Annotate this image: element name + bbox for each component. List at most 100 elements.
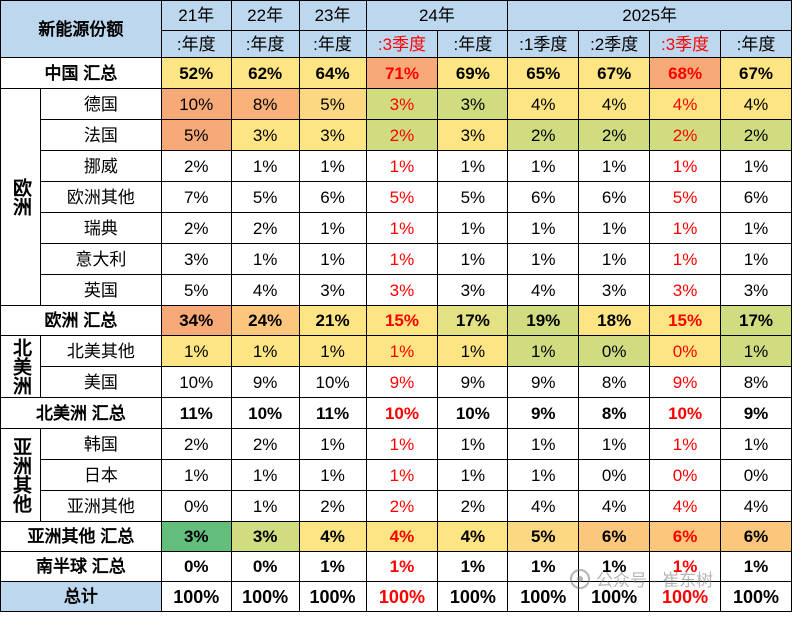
share-cell: 4% — [507, 490, 580, 522]
share-cell: 1% — [507, 212, 580, 244]
share-cell: 1% — [649, 243, 722, 275]
share-cell: 2% — [160, 212, 232, 244]
share-cell: 3% — [298, 274, 367, 306]
share-cell: 3% — [230, 119, 300, 151]
table-row: 日本 1% 1% 1% 1% 1% 1% 0% 0% 0% — [1, 459, 792, 491]
share-cell: 1% — [437, 551, 509, 582]
share-cell: 1% — [437, 428, 509, 460]
total-label: 欧洲 汇总 — [0, 305, 162, 336]
share-cell: 18% — [578, 305, 651, 336]
total-row: 欧洲 汇总 34% 24% 21% 15% 17% 19% 18% 15% 17% — [0, 305, 792, 336]
share-cell: 2% — [160, 150, 232, 182]
table-row: 亚洲其他 0% 1% 2% 2% 2% 4% 4% 4% 4% — [1, 490, 792, 522]
row-label: 法国 — [39, 119, 162, 151]
share-cell: 9% — [230, 366, 300, 398]
share-cell: 4% — [365, 521, 439, 552]
year-header-2025: 2025年 — [507, 0, 792, 31]
period-header: :1季度 — [507, 30, 580, 58]
table-row: 北美洲 北美其他 1% 1% 1% 1% 1% 1% 0% 0% 1% — [0, 335, 792, 398]
row-label: 意大利 — [39, 243, 162, 275]
year-header-21: 21年 — [160, 0, 232, 31]
share-cell: 1% — [437, 459, 509, 491]
share-cell: 11% — [298, 397, 367, 429]
share-cell: 10% — [649, 397, 722, 429]
share-cell: 1% — [507, 335, 580, 367]
share-cell: 5% — [230, 181, 300, 213]
share-cell: 0% — [160, 551, 232, 582]
period-header: :年度 — [230, 30, 300, 58]
table-row: 瑞典 2% 2% 1% 1% 1% 1% 1% 1% 1% — [1, 212, 792, 244]
share-cell: 3% — [437, 274, 509, 306]
share-cell: 62% — [230, 57, 300, 89]
share-cell: 1% — [160, 459, 232, 491]
share-cell: 2% — [507, 119, 580, 151]
share-cell: 100% — [298, 581, 367, 612]
total-row: 中国 汇总 52% 62% 64% 71% 69% 65% 67% 68% 67% — [0, 57, 792, 89]
share-cell: 52% — [160, 57, 232, 89]
share-cell: 2% — [298, 490, 367, 522]
period-header: :2季度 — [578, 30, 651, 58]
share-cell: 1% — [578, 428, 651, 460]
share-cell: 1% — [230, 459, 300, 491]
period-header: :3季度 — [649, 30, 722, 58]
share-cell: 4% — [507, 88, 580, 120]
share-cell: 0% — [578, 335, 651, 367]
share-cell: 9% — [507, 366, 580, 398]
share-cell: 2% — [365, 490, 439, 522]
share-cell: 1% — [437, 335, 509, 367]
share-cell: 1% — [578, 150, 651, 182]
share-cell: 1% — [507, 551, 580, 582]
share-cell: 1% — [507, 428, 580, 460]
header-row-years: 新能源份额 21年 22年 23年 24年 2025年 — [0, 0, 792, 58]
share-cell: 8% — [230, 88, 300, 120]
share-cell: 6% — [298, 181, 367, 213]
share-cell: 3% — [578, 274, 651, 306]
share-cell: 24% — [230, 305, 300, 336]
share-cell: 5% — [437, 181, 509, 213]
share-cell: 7% — [160, 181, 232, 213]
share-cell: 10% — [365, 397, 439, 429]
total-row: 总计 100% 100% 100% 100% 100% 100% 100% 100% 100% — [0, 581, 792, 612]
share-cell: 19% — [507, 305, 580, 336]
share-cell: 1% — [649, 150, 722, 182]
share-cell: 10% — [298, 366, 367, 398]
header-row-periods: :年度:年度:年度:3季度:年度:1季度:2季度:3季度:年度 — [1, 30, 792, 58]
share-cell: 100% — [437, 581, 509, 612]
share-cell: 100% — [578, 581, 651, 612]
share-cell: 1% — [578, 243, 651, 275]
share-cell: 4% — [649, 88, 722, 120]
share-cell: 2% — [649, 119, 722, 151]
share-cell: 65% — [507, 57, 580, 89]
period-header: :年度 — [720, 30, 792, 58]
region-label-text: 亚洲其他 — [9, 437, 31, 513]
row-label: 美国 — [39, 366, 162, 398]
share-cell: 1% — [720, 551, 792, 582]
share-cell: 64% — [298, 57, 367, 89]
share-cell: 1% — [649, 428, 722, 460]
row-label: 欧洲其他 — [39, 181, 162, 213]
share-cell: 5% — [298, 88, 367, 120]
share-cell: 1% — [720, 335, 792, 367]
share-cell: 6% — [720, 181, 792, 213]
share-cell: 1% — [230, 243, 300, 275]
region-label: 欧洲 — [0, 88, 41, 306]
table-row: 美国 10% 9% 10% 9% 9% 9% 8% 9% 8% — [1, 366, 792, 398]
share-cell: 68% — [649, 57, 722, 89]
share-cell: 10% — [160, 366, 232, 398]
share-cell: 3% — [298, 119, 367, 151]
table-row: 亚洲其他 韩国 2% 2% 1% 1% 1% 1% 1% 1% 1% — [0, 428, 792, 522]
share-cell: 100% — [160, 581, 232, 612]
share-cell: 4% — [298, 521, 367, 552]
period-header: :年度 — [160, 30, 232, 58]
share-cell: 1% — [365, 150, 439, 182]
share-cell: 5% — [365, 181, 439, 213]
table-row: 意大利 3% 1% 1% 1% 1% 1% 1% 1% 1% — [1, 243, 792, 275]
share-cell: 1% — [298, 551, 367, 582]
share-cell: 4% — [720, 490, 792, 522]
year-header-23: 23年 — [298, 0, 367, 31]
total-label: 亚洲其他 汇总 — [0, 521, 162, 552]
share-cell: 100% — [507, 581, 580, 612]
share-cell: 1% — [230, 150, 300, 182]
share-cell: 6% — [507, 181, 580, 213]
